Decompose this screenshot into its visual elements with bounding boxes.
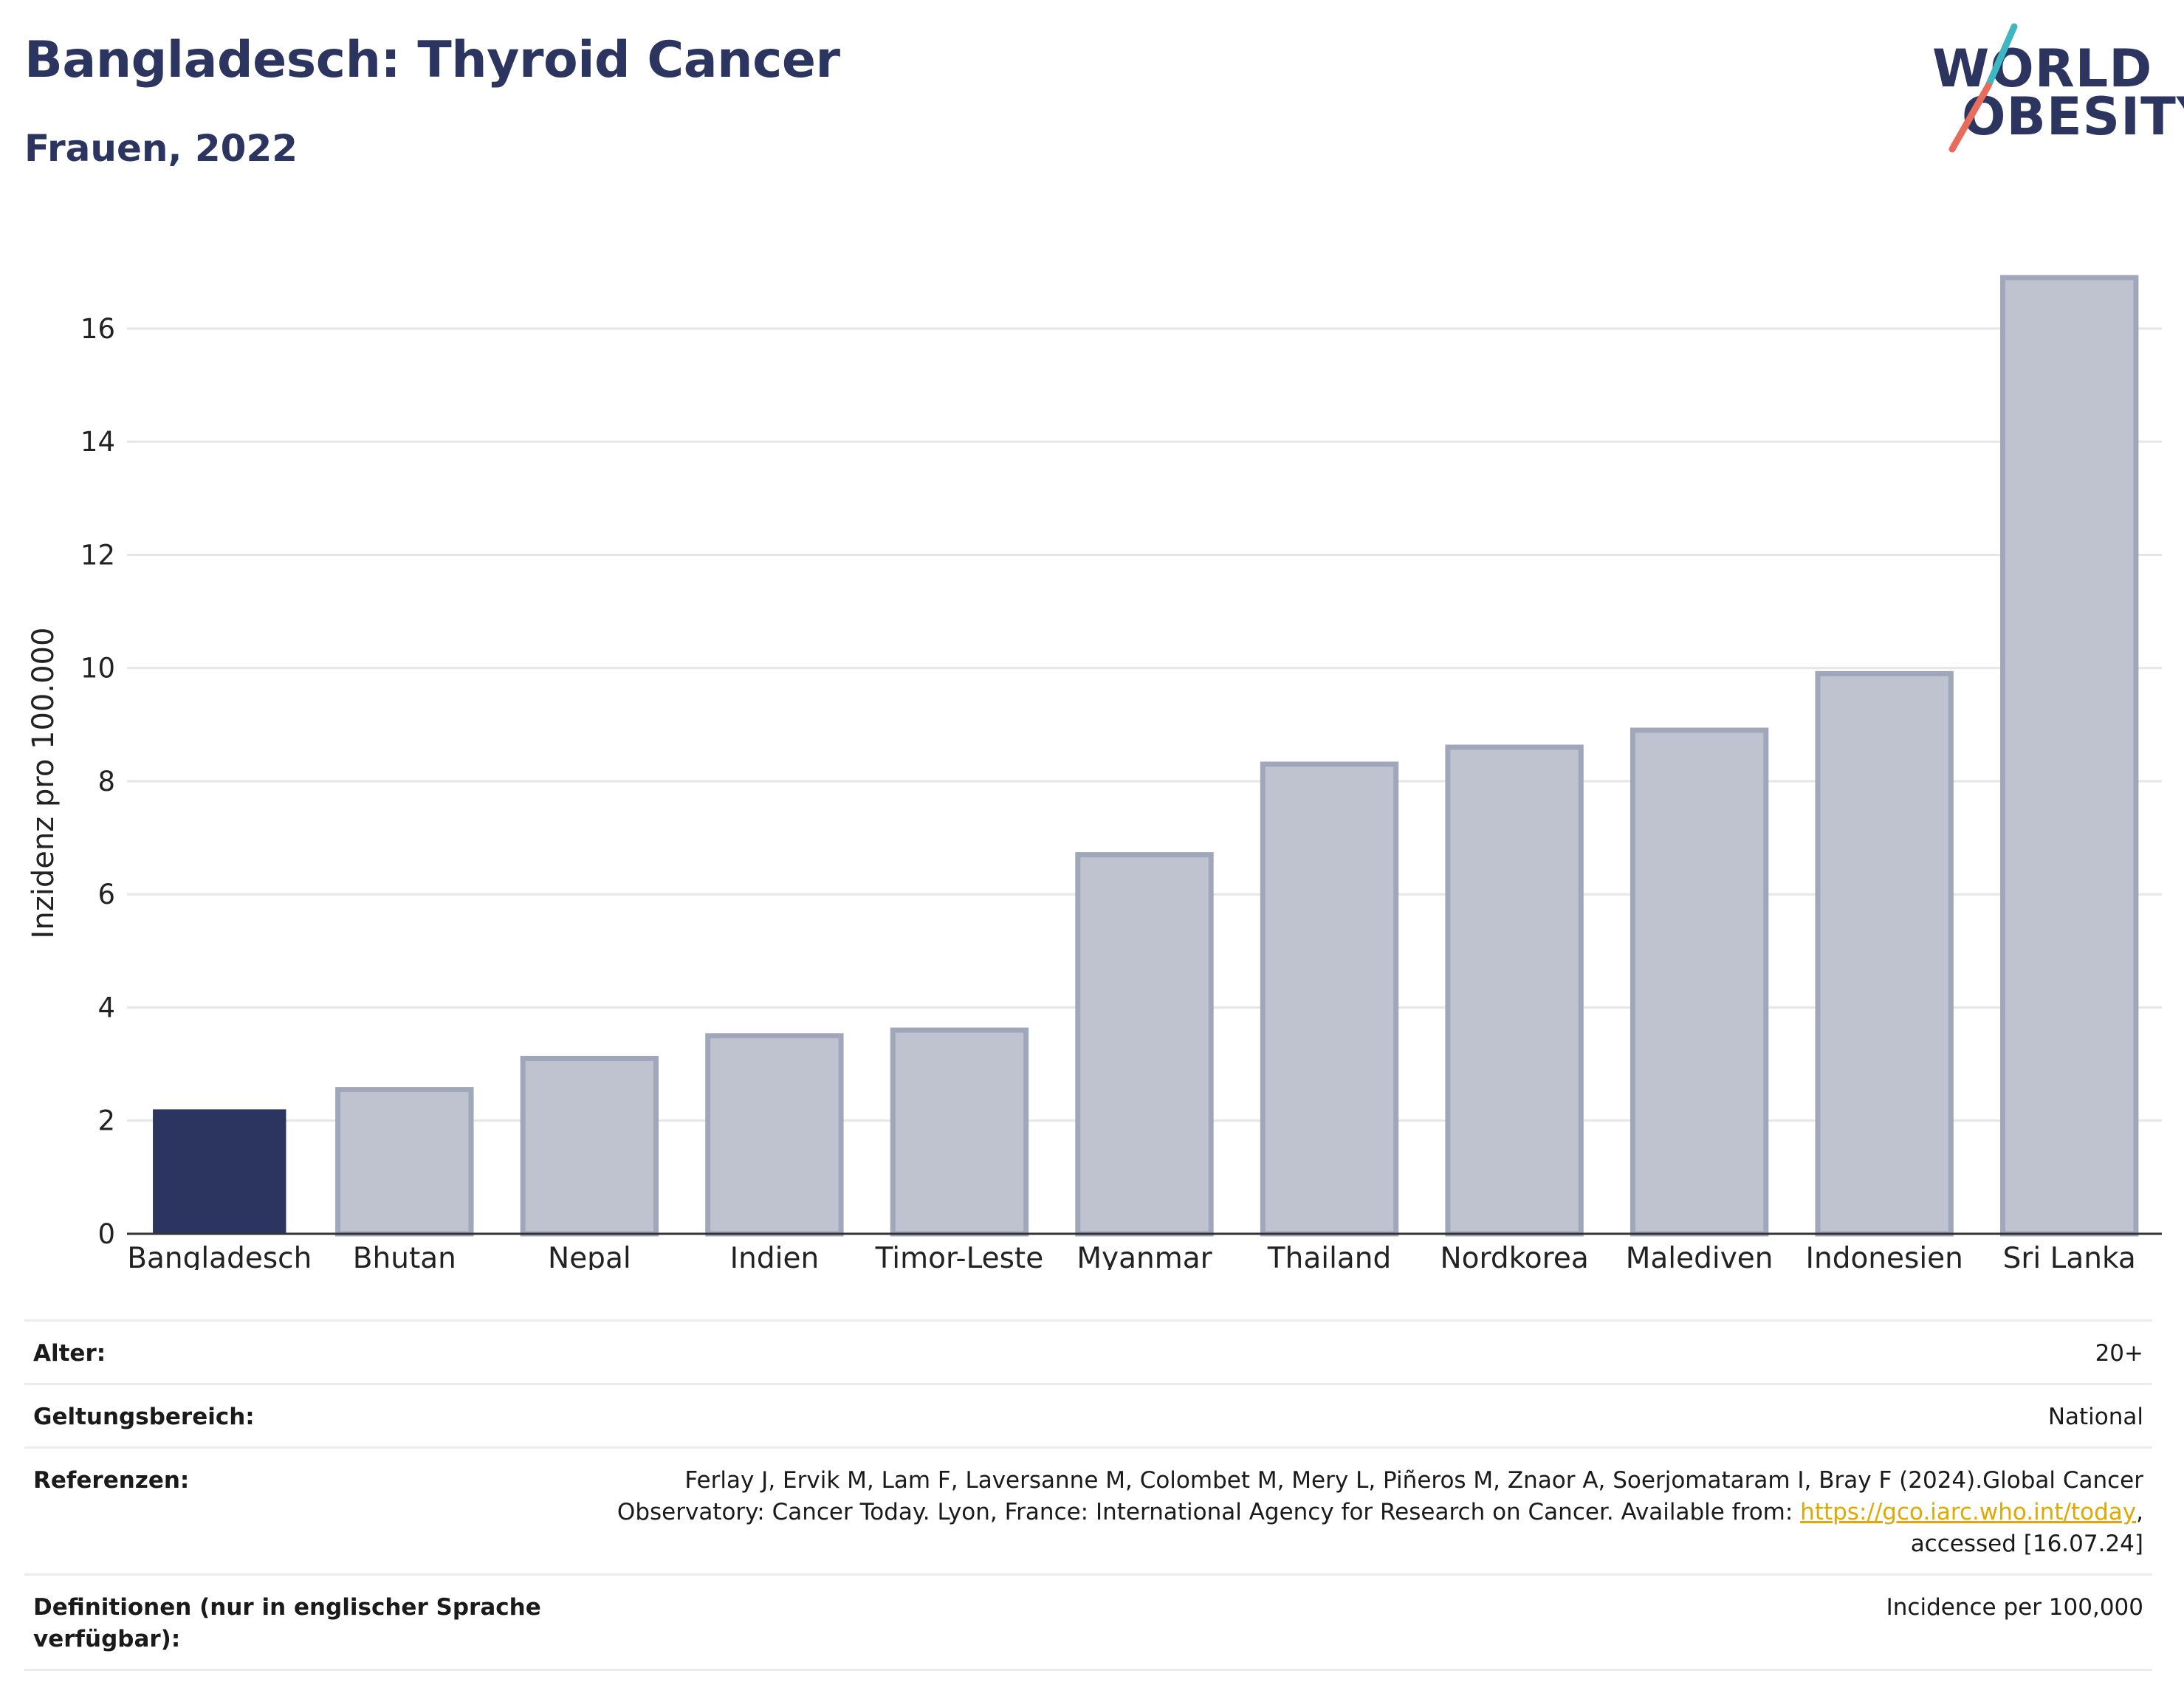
- y-tick-label: 14: [80, 426, 115, 458]
- x-tick-label: Thailand: [1267, 1242, 1391, 1270]
- y-tick-label: 4: [97, 992, 115, 1023]
- y-tick-label: 2: [97, 1105, 115, 1137]
- bar-nepal: [520, 1055, 659, 1237]
- age-value: 20+: [2095, 1340, 2143, 1367]
- scope-value: National: [2047, 1404, 2143, 1430]
- references-link[interactable]: https://gco.iarc.who.int/today: [1800, 1499, 2137, 1525]
- references-text-3: ,: [2136, 1499, 2143, 1525]
- age-label: Alter:: [33, 1340, 106, 1367]
- chart-bars: [153, 275, 2139, 1237]
- x-tick-label: Timor-Leste: [875, 1242, 1044, 1270]
- x-axis-ticks: Bangladesch Bhutan Nepal Indien Timor-Leste M…: [127, 1242, 2136, 1270]
- references-label: Referenzen:: [33, 1467, 190, 1494]
- bar-thailand: [1260, 761, 1399, 1237]
- bar-sri-lanka: [2000, 275, 2139, 1237]
- chart-subtitle: Frauen, 2022: [24, 127, 298, 170]
- y-tick-label: 6: [97, 879, 115, 910]
- bar-indien: [705, 1033, 844, 1237]
- chart-title: Bangladesch: Thyroid Cancer: [24, 31, 840, 89]
- logo-word-world: WORLD: [1932, 38, 2153, 99]
- scope-label: Geltungsbereich:: [33, 1404, 255, 1430]
- bar-timor-leste: [890, 1027, 1029, 1237]
- definitions-label: Definitionen (nur in englischer Sprache …: [33, 1594, 541, 1652]
- definitions-value: Incidence per 100,000: [1886, 1594, 2143, 1621]
- bar-bangladesch: [153, 1109, 286, 1234]
- logo-slash-icon: [1948, 23, 2018, 153]
- references-text-4: accessed [16.07.24]: [1910, 1531, 2143, 1557]
- x-tick-label: Nordkorea: [1440, 1242, 1588, 1270]
- x-tick-label: Indien: [730, 1242, 820, 1270]
- bar-nordkorea: [1445, 744, 1584, 1237]
- world-obesity-logo: WORLD OBESITY: [1920, 21, 2184, 161]
- bar-myanmar: [1075, 852, 1214, 1237]
- logo-word-obesity: OBESITY: [1962, 86, 2184, 147]
- bar-indonesien: [1815, 670, 1954, 1237]
- bar-bhutan: [335, 1087, 474, 1237]
- references-value: Ferlay J, Ervik M, Lam F, Laversanne M, …: [594, 1465, 2143, 1560]
- y-tick-label: 12: [80, 539, 115, 571]
- x-tick-label: Malediven: [1626, 1242, 1773, 1270]
- y-axis-label: Inzidenz pro 100.000: [27, 628, 61, 939]
- info-row-definitions: Definitionen (nur in englischer Sprache …: [24, 1573, 2152, 1671]
- x-tick-label: Myanmar: [1076, 1242, 1212, 1270]
- bar-chart: 0 2 4 6 8 10 12 14 16 Bangladesch Bhutan Nepal Indi…: [27, 275, 2162, 1270]
- y-tick-label: 10: [80, 653, 115, 684]
- references-text-1: Ferlay J, Ervik M, Lam F, Laversanne M, …: [684, 1467, 2143, 1494]
- info-row-scope: Geltungsbereich: National: [24, 1383, 2152, 1446]
- x-tick-label: Indonesien: [1805, 1242, 1962, 1270]
- x-tick-label: Sri Lanka: [2003, 1242, 2136, 1270]
- y-axis-ticks: 0 2 4 6 8 10 12 14 16: [80, 313, 115, 1250]
- references-text-2: Observatory: Cancer Today. Lyon, France:…: [617, 1499, 1801, 1525]
- x-tick-label: Nepal: [548, 1242, 631, 1270]
- x-tick-label: Bhutan: [353, 1242, 456, 1270]
- info-table: Alter: 20+ Geltungsbereich: National Ref…: [24, 1319, 2152, 1671]
- y-tick-label: 8: [97, 766, 115, 797]
- bar-malediven: [1630, 727, 1769, 1237]
- info-row-age: Alter: 20+: [24, 1319, 2152, 1383]
- info-row-references: Referenzen: Ferlay J, Ervik M, Lam F, La…: [24, 1446, 2152, 1573]
- y-tick-label: 0: [97, 1218, 115, 1250]
- x-tick-label: Bangladesch: [127, 1242, 312, 1270]
- y-tick-label: 16: [80, 313, 115, 345]
